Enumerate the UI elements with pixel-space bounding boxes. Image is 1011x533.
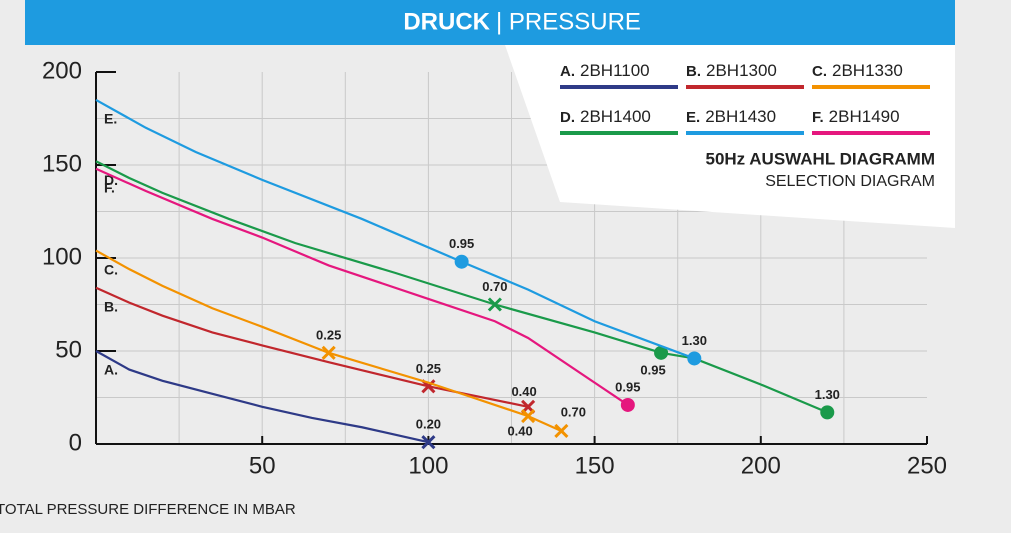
series-letter: B. bbox=[104, 298, 118, 314]
marker-label: 1.30 bbox=[815, 387, 840, 402]
legend-name: 2BH1430 bbox=[705, 107, 776, 126]
legend-entry: F. 2BH1490 bbox=[812, 107, 900, 126]
y-tick-label: 200 bbox=[42, 57, 82, 84]
legend-name: 2BH1490 bbox=[829, 107, 900, 126]
x-axis-label: TOTAL PRESSURE DIFFERENCE IN MBAR bbox=[0, 501, 296, 518]
marker-label: 0.95 bbox=[449, 236, 474, 251]
marker bbox=[620, 397, 635, 412]
legend-subtitle: SELECTION DIAGRAM bbox=[765, 173, 935, 190]
chart-title-rest: | PRESSURE bbox=[496, 8, 641, 35]
line bbox=[95, 249, 562, 432]
legend-letter: C. bbox=[812, 63, 827, 80]
legend-entry: D. 2BH1400 bbox=[560, 107, 651, 126]
title-bar bbox=[25, 0, 955, 45]
marker-label: 0.40 bbox=[507, 424, 532, 439]
legend-box bbox=[505, 45, 955, 228]
legend-title: 50Hz AUSWAHL DIAGRAMM bbox=[705, 149, 935, 168]
legend-letter: A. bbox=[560, 63, 575, 80]
line bbox=[95, 167, 629, 406]
legend-swatch bbox=[812, 131, 930, 135]
marker-label: 0.20 bbox=[416, 417, 441, 432]
legend-name: 2BH1100 bbox=[580, 61, 650, 80]
legend-swatch bbox=[560, 85, 678, 89]
marker bbox=[521, 409, 536, 424]
marker-label: 0.25 bbox=[416, 361, 441, 376]
marker bbox=[421, 435, 436, 450]
line bbox=[95, 160, 828, 414]
x-tick-label: 50 bbox=[249, 452, 276, 479]
marker bbox=[454, 254, 469, 269]
line bbox=[95, 286, 529, 408]
line bbox=[95, 98, 695, 360]
marker-label: 1.30 bbox=[682, 333, 707, 348]
legend-entry: B. 2BH1300 bbox=[686, 61, 777, 80]
chart-title: DRUCK bbox=[403, 8, 490, 35]
series-letter: E. bbox=[104, 111, 117, 127]
legend-entry: C. 2BH1330 bbox=[812, 61, 903, 80]
line bbox=[95, 350, 429, 444]
marker bbox=[654, 345, 669, 360]
y-tick-label: 150 bbox=[42, 150, 82, 177]
marker-label: 0.70 bbox=[482, 279, 507, 294]
legend-name: 2BH1400 bbox=[580, 107, 651, 126]
series-letter: F. bbox=[104, 179, 115, 195]
marker bbox=[321, 345, 336, 360]
y-tick-label: 0 bbox=[69, 429, 82, 456]
x-tick-label: 100 bbox=[408, 452, 448, 479]
legend-letter: E. bbox=[686, 109, 700, 126]
legend-entry: A. 2BH1100 bbox=[560, 61, 650, 80]
marker-label: 0.40 bbox=[511, 384, 536, 399]
legend-swatch bbox=[686, 85, 804, 89]
x-tick-label: 250 bbox=[907, 452, 947, 479]
y-tick-label: 100 bbox=[42, 243, 82, 270]
x-tick-label: 200 bbox=[741, 452, 781, 479]
x-tick-label: 150 bbox=[575, 452, 615, 479]
legend-letter: B. bbox=[686, 63, 701, 80]
marker bbox=[820, 405, 835, 420]
legend-name: 2BH1330 bbox=[832, 61, 903, 80]
legend-swatch bbox=[812, 85, 930, 89]
marker bbox=[487, 297, 502, 312]
marker-label: 0.95 bbox=[640, 362, 665, 377]
legend-swatch bbox=[560, 131, 678, 135]
marker-label: 0.25 bbox=[316, 327, 341, 342]
series-letter: C. bbox=[104, 261, 118, 277]
legend-name: 2BH1300 bbox=[706, 61, 777, 80]
y-tick-label: 50 bbox=[55, 336, 82, 363]
marker bbox=[687, 351, 702, 366]
marker-label: 0.70 bbox=[561, 404, 586, 419]
marker-label: 0.95 bbox=[615, 379, 640, 394]
marker bbox=[554, 423, 569, 439]
legend-letter: F. bbox=[812, 109, 824, 126]
series-letter: A. bbox=[104, 362, 118, 378]
legend-letter: D. bbox=[560, 109, 575, 126]
legend-swatch bbox=[686, 131, 804, 135]
legend-entry: E. 2BH1430 bbox=[686, 107, 776, 126]
